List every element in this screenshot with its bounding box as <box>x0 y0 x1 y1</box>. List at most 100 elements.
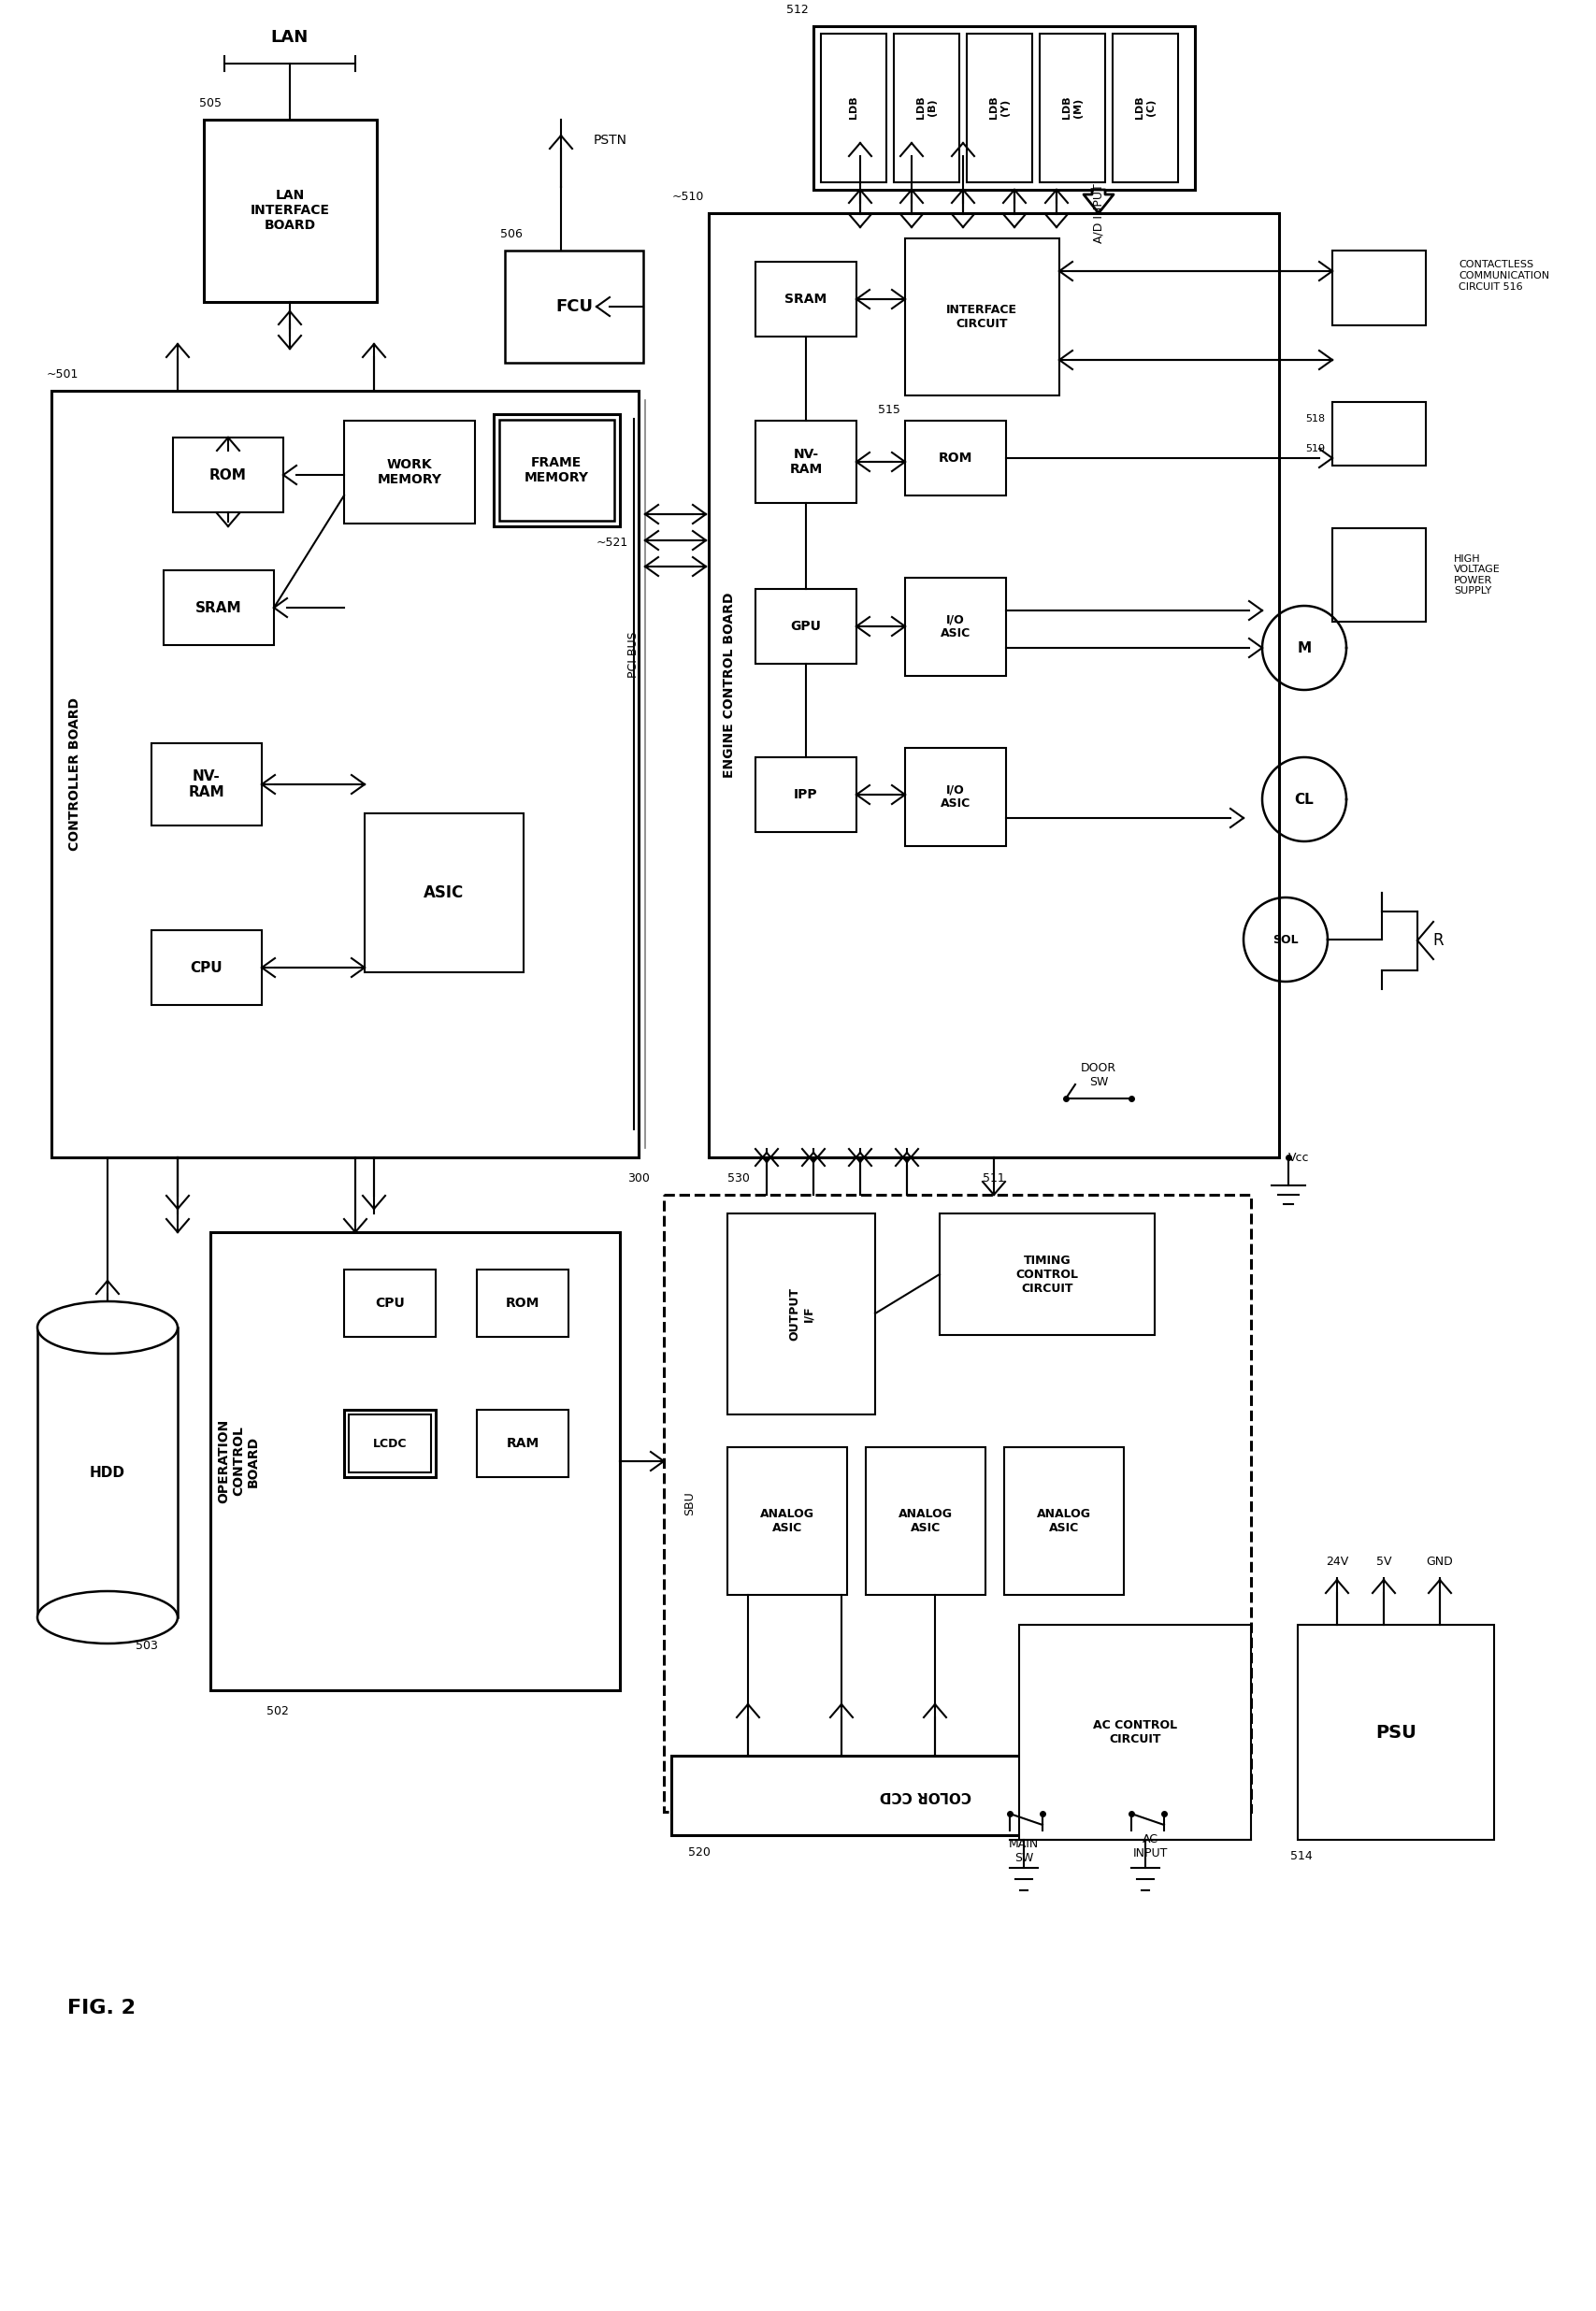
Bar <box>163 571 275 645</box>
Bar <box>1039 35 1104 183</box>
Bar <box>670 1756 1179 1835</box>
Text: LDB: LDB <box>849 97 857 120</box>
Bar <box>1331 250 1425 326</box>
Bar <box>343 1269 436 1336</box>
Text: LCDC: LCDC <box>372 1437 407 1449</box>
Text: CPU: CPU <box>190 961 223 975</box>
Bar <box>1331 402 1425 465</box>
Bar <box>755 589 855 663</box>
Text: 511: 511 <box>982 1172 1004 1183</box>
Text: SOL: SOL <box>1272 934 1298 945</box>
Bar <box>493 414 619 527</box>
Text: ROM: ROM <box>209 467 247 483</box>
Bar <box>905 238 1058 395</box>
Text: PCI BUS: PCI BUS <box>627 631 640 677</box>
Bar <box>865 1447 985 1595</box>
Bar <box>172 437 282 513</box>
Text: 300: 300 <box>627 1172 650 1183</box>
Bar <box>905 421 1005 495</box>
Bar <box>211 1232 619 1689</box>
Text: OPERATION
CONTROL
BOARD: OPERATION CONTROL BOARD <box>217 1419 260 1504</box>
Bar <box>728 1447 846 1595</box>
Bar <box>500 421 614 520</box>
Text: 514: 514 <box>1290 1849 1312 1863</box>
Text: OUTPUT
I/F: OUTPUT I/F <box>788 1287 814 1340</box>
Bar <box>894 35 959 183</box>
Text: LAN: LAN <box>271 30 308 46</box>
Bar <box>1018 1625 1250 1840</box>
Text: ~521: ~521 <box>595 536 627 548</box>
Text: R: R <box>1432 931 1443 950</box>
Bar <box>1112 35 1178 183</box>
Bar <box>755 758 855 832</box>
Text: FIG. 2: FIG. 2 <box>67 1999 136 2018</box>
Bar <box>343 1410 436 1477</box>
Bar <box>204 120 377 303</box>
Text: ~510: ~510 <box>672 190 704 203</box>
Text: 502: 502 <box>267 1706 289 1717</box>
Text: CONTACTLESS
COMMUNICATION
CIRCUIT 516: CONTACTLESS COMMUNICATION CIRCUIT 516 <box>1457 261 1548 291</box>
Bar <box>51 391 638 1158</box>
Text: ANALOG
ASIC: ANALOG ASIC <box>1036 1509 1090 1535</box>
Text: MAIN
SW: MAIN SW <box>1009 1837 1039 1865</box>
Ellipse shape <box>37 1592 177 1643</box>
Bar <box>728 1213 875 1414</box>
Text: AC CONTROL
CIRCUIT: AC CONTROL CIRCUIT <box>1092 1719 1176 1745</box>
Bar <box>755 421 855 504</box>
Text: LDB
(C): LDB (C) <box>1135 97 1156 120</box>
Text: I/O
ASIC: I/O ASIC <box>940 612 970 640</box>
Text: IPP: IPP <box>793 788 817 802</box>
Text: 515: 515 <box>878 404 900 416</box>
Text: SRAM: SRAM <box>784 293 827 305</box>
Text: 505: 505 <box>200 97 222 109</box>
Text: RAM: RAM <box>506 1437 539 1449</box>
Text: ANALOG
ASIC: ANALOG ASIC <box>760 1509 814 1535</box>
Bar <box>664 1195 1250 1812</box>
Bar <box>343 421 474 525</box>
Text: 519: 519 <box>1304 444 1325 453</box>
Text: M: M <box>1296 640 1310 654</box>
Polygon shape <box>1084 190 1112 213</box>
Bar <box>477 1269 568 1336</box>
Text: A/D INPUT: A/D INPUT <box>1092 183 1104 243</box>
Text: 520: 520 <box>688 1846 710 1858</box>
Bar <box>938 1213 1154 1336</box>
Text: 5V: 5V <box>1376 1555 1390 1567</box>
Text: FCU: FCU <box>555 298 592 314</box>
Text: 24V: 24V <box>1325 1555 1347 1567</box>
Text: CPU: CPU <box>375 1296 404 1310</box>
Text: 512: 512 <box>787 2 808 16</box>
Text: PSU: PSU <box>1374 1724 1416 1740</box>
Text: ANALOG
ASIC: ANALOG ASIC <box>899 1509 953 1535</box>
Text: TIMING
CONTROL
CIRCUIT: TIMING CONTROL CIRCUIT <box>1015 1255 1077 1294</box>
Text: ~501: ~501 <box>46 367 78 379</box>
Ellipse shape <box>37 1301 177 1354</box>
Bar <box>1004 1447 1124 1595</box>
Text: SBU: SBU <box>683 1491 696 1516</box>
Bar <box>364 813 523 973</box>
Bar <box>477 1410 568 1477</box>
Text: LDB
(M): LDB (M) <box>1061 97 1082 120</box>
Text: PSTN: PSTN <box>594 134 627 148</box>
Bar <box>755 261 855 337</box>
Bar <box>905 749 1005 846</box>
Text: ASIC: ASIC <box>423 885 464 901</box>
Text: 503: 503 <box>136 1638 158 1652</box>
Bar <box>1331 529 1425 622</box>
Text: CONTROLLER BOARD: CONTROLLER BOARD <box>69 698 81 850</box>
Bar <box>504 250 643 363</box>
Bar <box>152 931 262 1005</box>
Text: 506: 506 <box>500 229 522 240</box>
Bar <box>966 35 1031 183</box>
Text: SRAM: SRAM <box>195 601 243 615</box>
Text: 530: 530 <box>728 1172 749 1183</box>
Text: HDD: HDD <box>89 1465 124 1479</box>
Bar <box>709 213 1278 1158</box>
Text: NV-
RAM: NV- RAM <box>188 770 225 800</box>
Text: FRAME
MEMORY: FRAME MEMORY <box>523 455 589 485</box>
Bar <box>152 744 262 825</box>
Text: GND: GND <box>1425 1555 1452 1567</box>
Text: GPU: GPU <box>790 619 820 633</box>
Text: WORK
MEMORY: WORK MEMORY <box>377 458 442 485</box>
Text: LDB
(B): LDB (B) <box>916 97 937 120</box>
